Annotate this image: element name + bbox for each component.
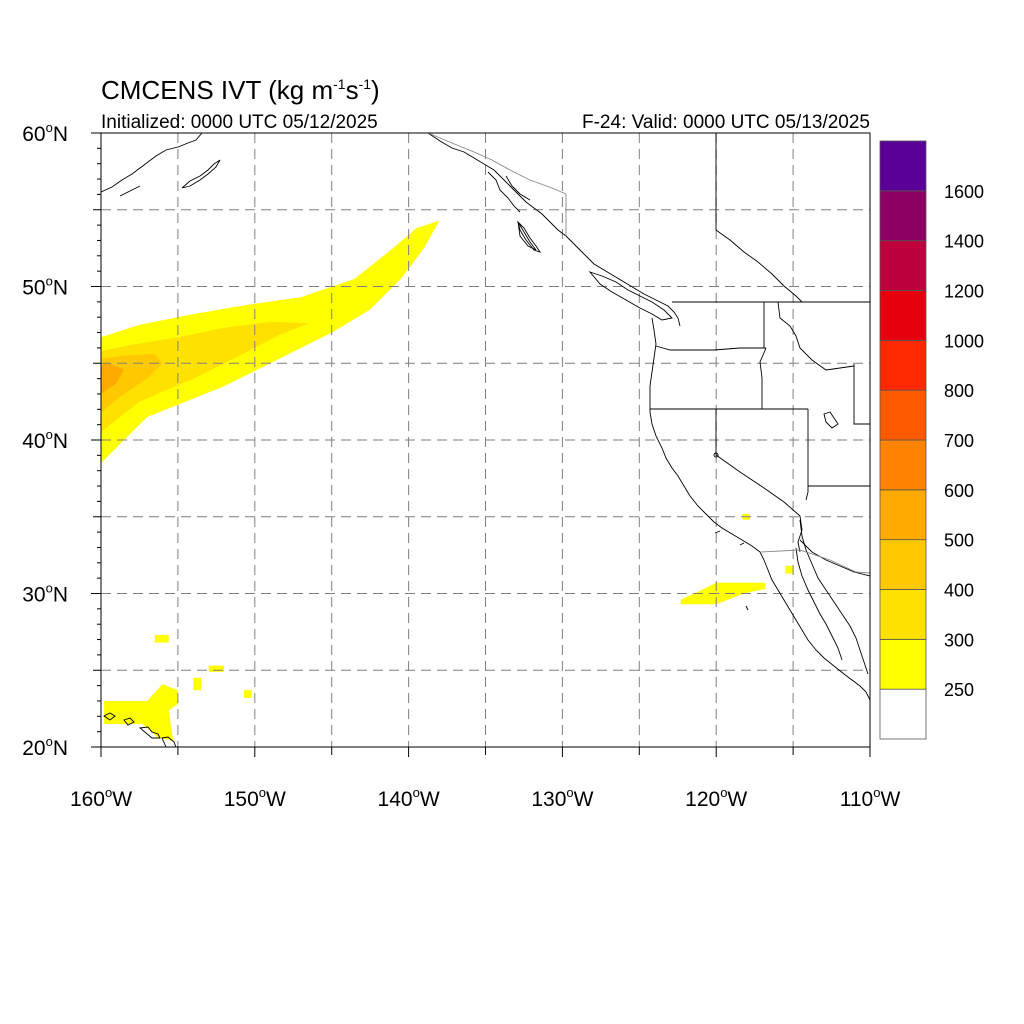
ivt-field-6 xyxy=(680,582,766,605)
lon-label-120: 120oW xyxy=(685,785,747,811)
kodiak-island xyxy=(181,159,221,189)
panhandle-islands xyxy=(487,171,537,251)
idaho-montana-border xyxy=(777,301,855,371)
colorbar-box-9 xyxy=(879,240,927,291)
colorbar-box-3 xyxy=(879,539,927,590)
colorbar-label-250: 250 xyxy=(944,680,974,700)
colorbar-label-1400: 1400 xyxy=(944,232,984,252)
ivt-field-2 xyxy=(208,665,224,672)
bc-alberta-border xyxy=(715,133,803,303)
colorbar-label-300: 300 xyxy=(944,630,974,650)
colorbar-box-11 xyxy=(879,140,927,192)
lon-label-130: 130oW xyxy=(531,785,593,811)
maui-molokai-islands xyxy=(138,726,161,739)
oregon-idaho-border xyxy=(759,347,767,409)
colorbar-label-800: 800 xyxy=(944,381,974,401)
colorbar-box-4 xyxy=(879,489,927,541)
california-arizona-border xyxy=(797,515,803,553)
colorbar-box-8 xyxy=(879,290,927,341)
valid-label: F-24: Valid: 0000 UTC 05/13/2025 xyxy=(582,112,870,133)
lon-label-140: 140oW xyxy=(378,785,440,811)
lat-label-60: 60oN xyxy=(22,120,68,146)
baja-gulf-coast xyxy=(795,547,843,661)
gulf-of-california-coast xyxy=(799,519,869,675)
british-columbia-coast xyxy=(565,235,681,327)
colorbar-box-5 xyxy=(879,439,927,491)
colorbar-label-500: 500 xyxy=(944,531,974,551)
ivt-field-0 xyxy=(101,220,440,463)
great-salt-lake xyxy=(823,411,839,429)
big-island xyxy=(161,736,177,747)
california-nevada-border xyxy=(715,409,801,517)
coastlines-and-borders xyxy=(101,133,870,747)
colorbar-box-10 xyxy=(879,190,927,242)
colorbar-box-7 xyxy=(879,339,927,391)
colorbar-box-1 xyxy=(879,638,927,690)
idaho-wyoming-border xyxy=(853,364,870,425)
colorbar xyxy=(879,140,927,740)
lon-label-110: 110oW xyxy=(840,785,901,811)
haida-gwaii xyxy=(517,220,542,253)
colorbar-label-400: 400 xyxy=(944,581,974,601)
alaska-coast xyxy=(101,133,203,193)
lat-lon-gridlines xyxy=(101,133,870,747)
lat-label-30: 30oN xyxy=(22,581,68,607)
ivt-field-1 xyxy=(154,634,169,643)
map-title: CMCENS IVT (kg m-1s-1) xyxy=(101,75,380,105)
washington-oregon-border xyxy=(655,345,766,351)
colorbar-label-1200: 1200 xyxy=(944,282,984,302)
colorbar-box-2 xyxy=(879,589,927,640)
map-area: 60oN 50oN 40oN 30oN 20oN 160oW 150oW 140oW 130o… xyxy=(22,120,900,811)
ivt-field-5 xyxy=(104,684,178,741)
nevada-utah-border xyxy=(805,409,809,501)
kauai-island xyxy=(103,712,116,721)
latitude-labels: 60oN 50oN 40oN 30oN 20oN xyxy=(22,120,68,760)
channel-islands xyxy=(714,530,749,611)
lat-label-40: 40oN xyxy=(22,427,68,453)
mainland-mexico-coast xyxy=(799,539,870,577)
alaska-panhandle-coast xyxy=(427,133,567,237)
colorbar-label-1000: 1000 xyxy=(944,331,984,351)
lon-label-160: 160oW xyxy=(70,785,132,811)
us-west-coast xyxy=(649,317,761,553)
ivt-field-9 xyxy=(101,321,309,433)
lon-label-150: 150oW xyxy=(224,785,286,811)
ivt-field-3 xyxy=(193,677,201,691)
baja-pacific-coast xyxy=(759,551,870,701)
vancouver-island xyxy=(588,271,673,321)
colorbar-labels: 250 300 400 500 600 700 800 1000 1200 1400 1600 xyxy=(944,182,984,700)
colorbar-label-700: 700 xyxy=(944,431,974,451)
alaska-peninsula-islands xyxy=(119,185,141,197)
colorbar-label-1600: 1600 xyxy=(944,182,984,202)
oahu-island xyxy=(123,717,135,726)
colorbar-box-6 xyxy=(879,389,927,441)
colorbar-box-0 xyxy=(879,688,927,740)
alaska-canada-border xyxy=(427,133,567,236)
longitude-labels: 160oW 150oW 140oW 130oW 120oW 110oW xyxy=(70,785,901,811)
ivt-field-4 xyxy=(244,690,252,698)
axis-ticks xyxy=(91,132,871,757)
ivt-field-8 xyxy=(785,565,794,574)
us-mexico-border xyxy=(759,549,870,574)
initialized-label: Initialized: 0000 UTC 05/12/2025 xyxy=(101,112,378,133)
lat-label-50: 50oN xyxy=(22,274,68,300)
colorbar-label-600: 600 xyxy=(944,481,974,501)
ivt-field-11 xyxy=(101,363,125,394)
lat-label-20: 20oN xyxy=(22,734,68,760)
